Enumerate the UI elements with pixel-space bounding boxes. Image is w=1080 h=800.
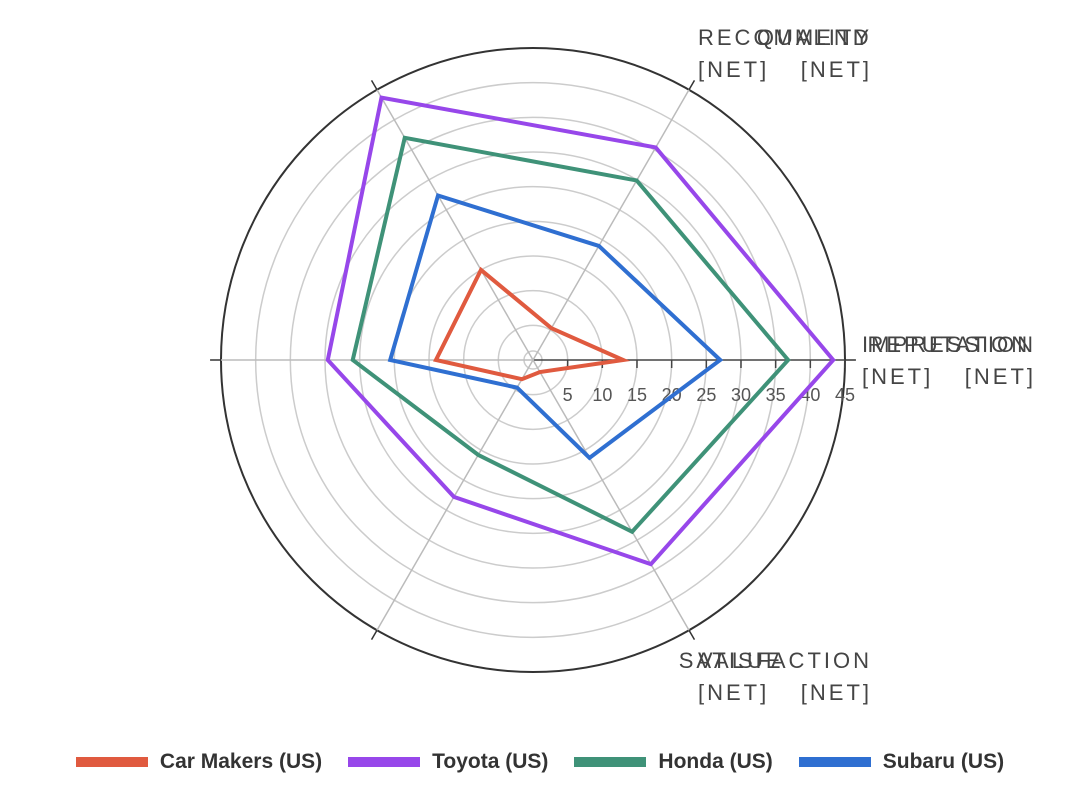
axis-label: QUALITY [NET] [756,25,872,82]
spoke [532,89,690,361]
legend-item: Subaru (US) [798,750,1005,774]
series-line [350,135,791,535]
legend-label: Car Makers (US) [159,750,323,773]
axis-label: SATISFACTION [NET] [678,648,872,705]
legend-label: Honda (US) [658,750,773,773]
series-line [387,192,724,461]
tick-label: 5 [563,385,573,405]
tick-label: 45 [835,385,855,405]
tick-label: 15 [627,385,647,405]
tick-label: 30 [731,385,751,405]
axis-label: IMPRESSION [NET] [862,332,1031,389]
legend-swatch [574,757,647,767]
series-line [432,266,631,382]
legend-item: Honda (US) [574,750,773,774]
series-line [325,95,836,567]
axis-label: REPUTATION [NET] [867,332,1036,389]
legend-item: Car Makers (US) [75,750,323,774]
tick-label: 35 [766,385,786,405]
legend-item: Toyota (US) [348,750,548,774]
legend-swatch [798,757,871,767]
spoke [532,359,690,631]
legend-label: Subaru (US) [882,750,1005,773]
spoke [376,89,534,361]
tick-label: 10 [592,385,612,405]
tick-label: 25 [696,385,716,405]
axis-label: VALUE [NET] [698,648,784,705]
spoke-tick [688,79,696,91]
spoke-tick [370,629,378,641]
axis-label: RECOMMEND [NET] [698,25,872,82]
legend-swatch [348,757,421,767]
legend: Car Makers (US) Toyota (US) Honda (US) Suba… [0,750,1080,774]
legend-swatch [75,757,148,767]
legend-label: Toyota (US) [432,750,549,773]
spoke-tick [688,629,696,641]
spoke-tick [370,79,378,91]
